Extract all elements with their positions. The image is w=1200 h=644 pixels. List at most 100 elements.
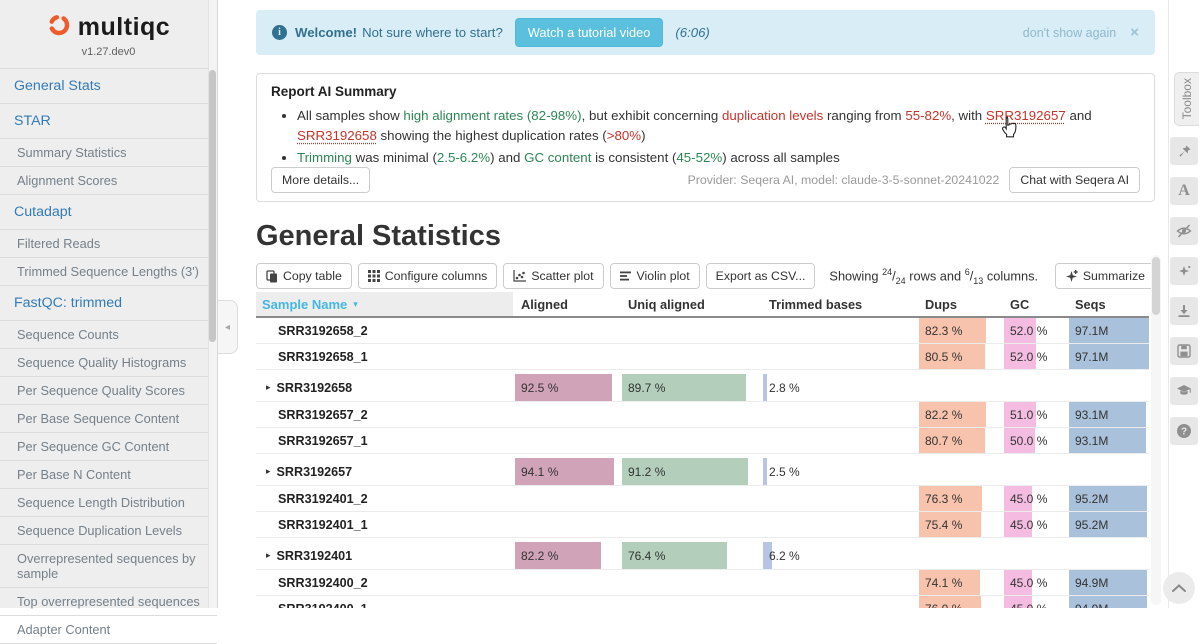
sample-link[interactable]: SRR3192658 bbox=[297, 127, 377, 143]
sidebar-item[interactable]: Per Base N Content bbox=[0, 461, 217, 489]
scatter-plot-button[interactable]: Scatter plot bbox=[503, 263, 604, 289]
gc-cell: 50.0 % bbox=[1004, 428, 1066, 453]
seqs-bar bbox=[1069, 344, 1149, 369]
column-header-dups[interactable]: Dups bbox=[925, 296, 957, 312]
seqs-bar bbox=[1069, 486, 1148, 511]
seqs-cell bbox=[1069, 458, 1149, 485]
ai-text-segment: ranging from bbox=[823, 108, 906, 123]
dups-bar bbox=[919, 344, 985, 369]
expand-toggle-icon[interactable]: ▸ bbox=[266, 550, 271, 560]
save-button[interactable] bbox=[1170, 337, 1198, 365]
aligned-cell: 92.5 % bbox=[515, 374, 620, 401]
ai-text-segment: ) and bbox=[490, 149, 525, 165]
gc-cell: 52.0 % bbox=[1004, 344, 1066, 369]
column-header-trimmed[interactable]: Trimmed bases bbox=[769, 296, 863, 312]
dups-cell bbox=[919, 458, 1001, 485]
hide-samples-button[interactable] bbox=[1170, 217, 1198, 245]
expand-toggle-icon[interactable]: ▸ bbox=[266, 466, 271, 476]
expand-toggle-icon[interactable]: ▸ bbox=[266, 382, 271, 392]
sample-name-cell[interactable]: SRR3192658_2 bbox=[256, 318, 513, 343]
sidebar-scrollbar[interactable] bbox=[208, 0, 217, 608]
column-header-uniq[interactable]: Uniq aligned bbox=[628, 296, 705, 312]
column-header-aligned[interactable]: Aligned bbox=[521, 296, 568, 312]
uniq-bar bbox=[622, 374, 746, 401]
sidebar-item[interactable]: Filtered Reads bbox=[0, 230, 217, 258]
dups-cell: 76.0 % bbox=[919, 596, 1001, 608]
seqs-value: 95.2M bbox=[1075, 517, 1109, 532]
dups-cell bbox=[919, 374, 1001, 401]
sample-name-cell[interactable]: SRR3192658_1 bbox=[256, 344, 513, 369]
sidebar-item[interactable]: Sequence Duplication Levels bbox=[0, 517, 217, 545]
sidebar-item[interactable]: FastQC: trimmed bbox=[0, 286, 217, 321]
ai-text-segment: was minimal ( bbox=[351, 149, 437, 165]
sample-link[interactable]: SRR3192657 bbox=[985, 108, 1066, 123]
sidebar-item[interactable]: Top overrepresented sequences bbox=[0, 588, 217, 616]
scroll-to-top-button[interactable] bbox=[1163, 572, 1195, 604]
sample-name-cell[interactable]: ▸ SRR3192401 bbox=[256, 542, 513, 569]
sample-name-cell[interactable]: ▸ SRR3192657 bbox=[256, 458, 513, 485]
table-scrollbar[interactable] bbox=[1151, 255, 1161, 605]
sidebar-item[interactable]: Summary Statistics bbox=[0, 139, 217, 167]
sidebar-item[interactable]: Sequence Quality Histograms bbox=[0, 349, 217, 377]
sidebar-item[interactable]: Overrepresented sequences by sample bbox=[0, 545, 217, 588]
trimmed-cell bbox=[763, 512, 916, 537]
sidebar-item[interactable]: Per Base Sequence Content bbox=[0, 405, 217, 433]
dups-bar bbox=[919, 318, 987, 343]
sidebar-item[interactable]: Per Sequence Quality Scores bbox=[0, 377, 217, 405]
sample-name-cell[interactable]: SRR3192400_1 bbox=[256, 596, 513, 609]
uniq-value: 89.7 % bbox=[628, 380, 666, 395]
sidebar-item[interactable]: Per Sequence GC Content bbox=[0, 433, 217, 461]
export-button[interactable] bbox=[1170, 297, 1198, 325]
chat-with-seqera-button[interactable]: Chat with Seqera AI bbox=[1009, 167, 1140, 193]
sidebar-item[interactable]: Alignment Scores bbox=[0, 167, 217, 195]
sidebar-collapse-handle[interactable]: ◂ bbox=[218, 300, 238, 354]
column-header-seqs[interactable]: Seqs bbox=[1075, 296, 1106, 312]
aligned-cell: 82.2 % bbox=[515, 542, 620, 569]
uniq-cell: 91.2 % bbox=[622, 458, 760, 485]
dont-show-again-link[interactable]: don't show again bbox=[1022, 25, 1117, 40]
sidebar-item[interactable]: Sequence Counts bbox=[0, 321, 217, 349]
sample-name: SRR3192657_2 bbox=[278, 407, 368, 422]
dups-bar bbox=[919, 596, 982, 608]
pin-button[interactable] bbox=[1170, 137, 1198, 165]
table-row: SRR3192401_2 76.3 % 45.0 % 95.2M bbox=[256, 486, 1149, 512]
logo-block: multiqc v1.27.dev0 bbox=[0, 0, 217, 68]
sample-name-cell[interactable]: SRR3192400_2 bbox=[256, 570, 513, 595]
aligned-bar bbox=[515, 458, 614, 485]
sidebar-item[interactable]: Trimmed Sequence Lengths (3') bbox=[0, 258, 217, 286]
font-button[interactable]: A bbox=[1170, 177, 1198, 205]
citation-button[interactable] bbox=[1170, 377, 1198, 405]
help-button[interactable]: ? bbox=[1170, 417, 1198, 445]
configure-columns-button[interactable]: Configure columns bbox=[357, 263, 498, 289]
sample-name-cell[interactable]: SRR3192657_2 bbox=[256, 402, 513, 427]
gc-bar bbox=[1004, 596, 1032, 608]
trimmed-cell bbox=[763, 402, 916, 427]
sample-name-cell[interactable]: SRR3192401_1 bbox=[256, 512, 513, 537]
watch-tutorial-button[interactable]: Watch a tutorial video bbox=[514, 18, 664, 47]
sample-name-cell[interactable]: SRR3192401_2 bbox=[256, 486, 513, 511]
sidebar-scrollbar-thumb[interactable] bbox=[209, 70, 216, 342]
sample-name-cell[interactable]: SRR3192657_1 bbox=[256, 428, 513, 453]
table-scrollbar-thumb[interactable] bbox=[1152, 257, 1160, 315]
column-header-sample-name[interactable]: Sample Name ▾ bbox=[256, 292, 513, 316]
sidebar-item[interactable]: Cutadapt bbox=[0, 195, 217, 230]
toolbox-tab[interactable]: Toolbox bbox=[1174, 72, 1199, 126]
column-header-gc[interactable]: GC bbox=[1010, 296, 1030, 312]
sample-name-cell[interactable]: ▸ SRR3192658 bbox=[256, 374, 513, 401]
ai-button[interactable] bbox=[1170, 257, 1198, 285]
sidebar-item[interactable]: STAR bbox=[0, 104, 217, 139]
more-details-button[interactable]: More details... bbox=[271, 167, 371, 193]
seqs-value: 95.2M bbox=[1075, 491, 1109, 506]
sidebar-item[interactable]: General Stats bbox=[0, 69, 217, 104]
summarize-button[interactable]: Summarize bbox=[1054, 263, 1155, 289]
dups-value: 82.2 % bbox=[925, 407, 963, 422]
close-icon[interactable]: × bbox=[1130, 24, 1139, 41]
export-csv-button[interactable]: Export as CSV... bbox=[705, 263, 816, 289]
eye-slash-icon bbox=[1176, 224, 1192, 238]
violin-plot-button[interactable]: Violin plot bbox=[609, 263, 700, 289]
sidebar-item[interactable]: Adapter Content bbox=[0, 616, 217, 644]
sidebar-item[interactable]: Sequence Length Distribution bbox=[0, 489, 217, 517]
gc-bar bbox=[1004, 570, 1032, 595]
showing-summary: Showing 24/24 rows and 6/13 columns. bbox=[829, 266, 1039, 286]
copy-table-button[interactable]: Copy table bbox=[256, 263, 352, 289]
